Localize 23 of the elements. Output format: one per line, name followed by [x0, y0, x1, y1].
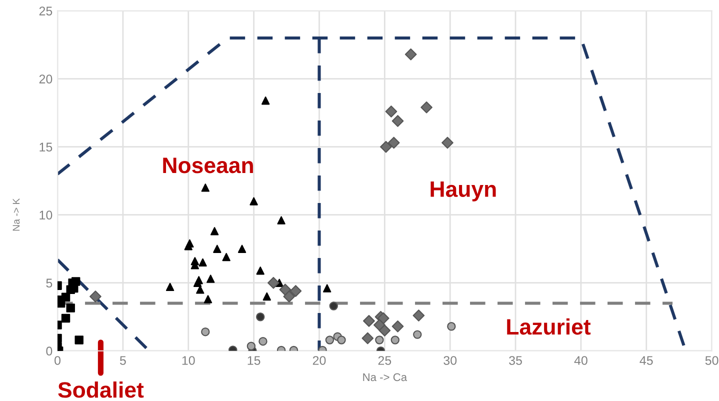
y-tick-label: 20	[39, 74, 52, 84]
x-axis-title: Na -> Ca	[363, 373, 408, 382]
x-tick-label: 25	[378, 356, 392, 365]
y-tick-label: 0	[46, 346, 52, 356]
x-tick-label: 20	[312, 356, 326, 365]
text: Sodaliet	[58, 381, 144, 398]
x-tick-label: 50	[705, 356, 718, 365]
x-tick-label: 35	[509, 356, 522, 365]
x-tick-label: 45	[640, 356, 653, 365]
y-tick-label: 10	[40, 210, 52, 220]
x-tick-label: 30	[444, 356, 457, 365]
y-tick-label: 25	[39, 6, 52, 16]
annotation: Lazuriet	[507, 318, 591, 335]
x-tick-label: 15	[248, 356, 260, 365]
y-axis-title: Na -> K	[12, 198, 20, 231]
annotation: Hauyn	[430, 182, 496, 202]
y-tick-label: 5	[46, 278, 52, 288]
x-tick-label: 10	[182, 356, 195, 365]
y-tick-label: 15	[40, 142, 52, 152]
x-tick-label: 0	[54, 356, 61, 365]
x-tick-label: 40	[574, 356, 588, 365]
annotation: Noseaan	[163, 158, 253, 174]
x-tick-label: 5	[120, 356, 126, 365]
